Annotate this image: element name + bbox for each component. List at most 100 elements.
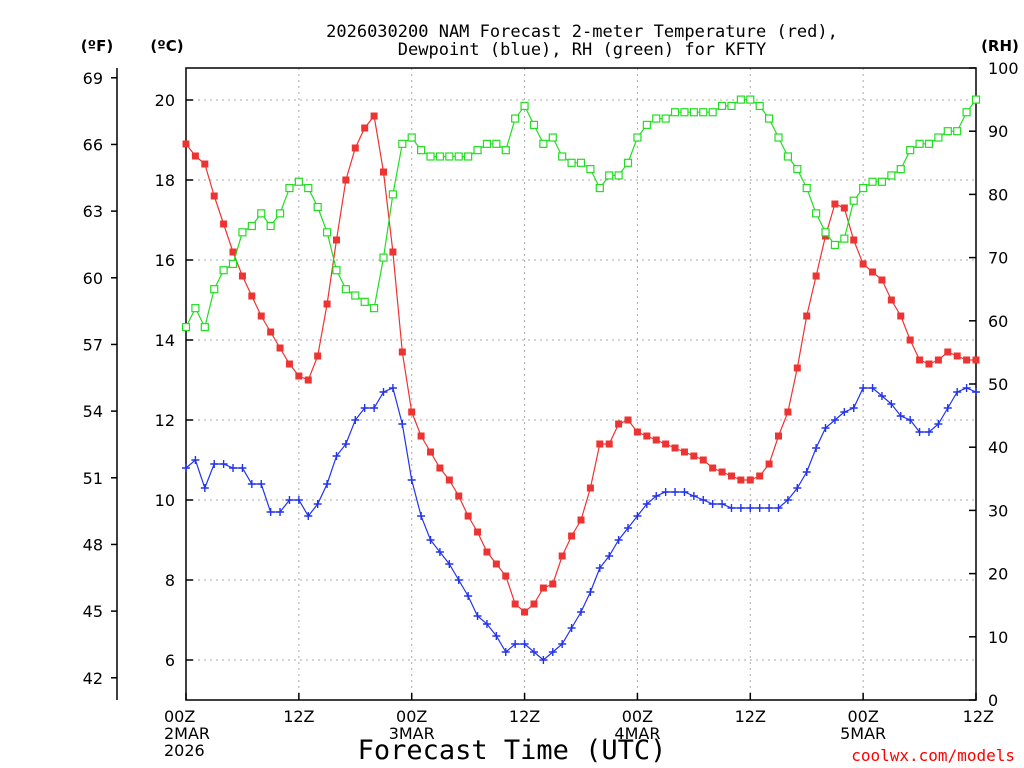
dewpoint-point <box>548 648 557 656</box>
dewpoint-point <box>699 496 708 504</box>
rh-point <box>529 120 539 129</box>
dewpoint-point <box>906 416 915 424</box>
dewpoint-point <box>595 564 604 572</box>
dewpoint-point <box>774 504 783 512</box>
dewpoint-point <box>360 404 369 412</box>
dewpoint-point <box>370 404 379 412</box>
rh-point <box>558 152 567 161</box>
temperature-point <box>492 560 500 568</box>
dewpoint-point <box>501 648 510 656</box>
temperature-point <box>690 452 698 460</box>
temperature-point <box>850 236 858 244</box>
dewpoint-point <box>727 504 736 512</box>
rh-point <box>586 165 595 174</box>
dewpoint-point <box>407 476 416 484</box>
rh-point <box>708 108 717 117</box>
rh-point <box>247 221 256 231</box>
temperature-point <box>474 528 482 536</box>
temperature-point <box>746 476 754 484</box>
rh-point <box>840 234 849 243</box>
time-tick-label: 00Z <box>164 707 195 726</box>
rh-point <box>492 139 501 148</box>
dewpoint-point <box>962 384 971 392</box>
dewpoint-series <box>182 384 980 664</box>
rh-point <box>417 146 426 155</box>
rh-point <box>351 291 360 300</box>
dewpoint-point <box>943 404 952 412</box>
temperature-point <box>332 236 340 244</box>
temperature-point <box>229 248 237 256</box>
dewpoint-point <box>304 512 313 520</box>
dewpoint-point <box>294 496 303 504</box>
rh-point <box>670 108 680 117</box>
dewpoint-point <box>511 640 520 648</box>
rh-point <box>605 171 614 180</box>
rh-point <box>285 183 294 193</box>
dewpoint-point <box>257 480 266 488</box>
temperature-point <box>389 248 397 256</box>
dewpoint-point <box>520 640 529 648</box>
dewpoint-point <box>313 500 322 508</box>
temperature-point <box>652 436 660 444</box>
temperature-point <box>455 492 463 500</box>
rh-point <box>652 114 661 123</box>
rh-tick-label: 70 <box>988 249 1008 268</box>
rh-point <box>238 228 247 237</box>
rh-point <box>322 228 332 237</box>
rh-tick-label: 100 <box>988 59 1019 78</box>
temperature-point <box>285 360 293 368</box>
dewpoint-point <box>473 612 482 620</box>
rh-tick-label: 40 <box>988 438 1008 457</box>
rh-point <box>379 253 388 262</box>
rh-point <box>717 101 727 111</box>
temperature-point <box>295 372 303 380</box>
temperature-point <box>257 312 265 320</box>
rh-point <box>511 114 520 123</box>
credit-text: coolwx.com/models <box>851 746 1015 765</box>
rh-point <box>934 133 943 142</box>
temperature-point <box>709 464 717 472</box>
rh-line <box>185 98 977 329</box>
dewpoint-point <box>849 404 858 412</box>
temperature-point <box>408 408 416 416</box>
temperature-point <box>549 580 557 588</box>
celsius-tick-label: 10 <box>155 491 175 510</box>
temperature-point <box>765 460 773 468</box>
dewpoint-point <box>859 384 868 392</box>
dewpoint-point <box>915 428 924 436</box>
rh-point <box>812 209 821 218</box>
dewpoint-point <box>417 512 426 520</box>
dewpoint-point <box>633 512 642 520</box>
time-tick-label: 12Z <box>735 707 766 726</box>
rh-point <box>868 177 877 186</box>
dewpoint-point <box>953 388 962 396</box>
dewpoint-point <box>332 452 341 460</box>
time-tick-label: 00Z <box>396 707 427 726</box>
temperature-point <box>972 356 980 364</box>
fahrenheit-tick-label: 60 <box>83 269 103 288</box>
dewpoint-point <box>238 464 247 472</box>
temperature-point <box>220 220 228 228</box>
dewpoint-point <box>586 588 595 596</box>
dewpoint-point <box>614 536 623 544</box>
rh-point <box>445 152 454 161</box>
temperature-point <box>803 312 811 320</box>
time-tick-label: 12Z <box>283 707 314 726</box>
time-tick-label: 2026 <box>164 741 205 760</box>
rh-tick-label: 50 <box>988 375 1008 394</box>
rh-point <box>849 196 858 205</box>
dewpoint-point <box>802 468 811 476</box>
rh-tick-label: 0 <box>988 691 998 710</box>
rh-point <box>793 165 802 174</box>
temperature-point <box>464 512 472 520</box>
temperature-point <box>568 532 576 540</box>
temperature-point <box>351 144 359 152</box>
dewpoint-point <box>219 460 228 468</box>
dewpoint-point <box>492 632 501 640</box>
temperature-point <box>775 432 782 440</box>
rh-point <box>887 171 896 180</box>
rh-point <box>906 146 915 155</box>
rh-point <box>962 108 971 117</box>
dewpoint-point <box>793 484 802 492</box>
